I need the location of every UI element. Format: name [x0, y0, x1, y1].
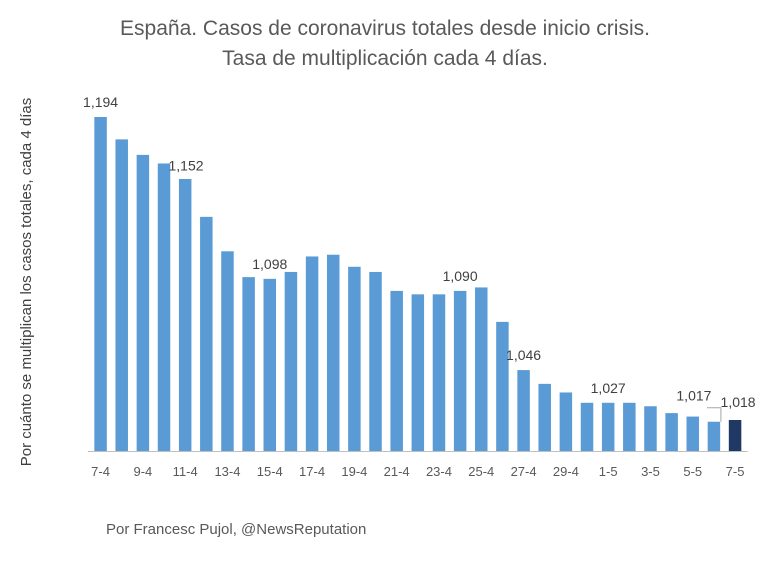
bar-26-4	[496, 321, 509, 451]
x-tick-label: 13-4	[214, 464, 240, 479]
x-tick-label: 17-4	[299, 464, 325, 479]
leader-line	[706, 407, 722, 422]
data-label-10-4: 1,152	[168, 157, 203, 173]
bar-8-4	[115, 139, 128, 451]
x-tick-label: 3-5	[641, 464, 660, 479]
bar-10-4	[157, 163, 171, 452]
bar-2-5	[623, 402, 636, 451]
bar-29-4	[559, 392, 573, 451]
chart-title-line-1: España. Casos de coronavirus totales des…	[120, 17, 650, 40]
data-label-6-5: 1,017	[676, 388, 711, 404]
bar-14-4	[242, 277, 255, 451]
bar-11-4	[178, 178, 192, 452]
data-label-24-4: 1,090	[443, 268, 478, 284]
x-tick-label: 1-5	[599, 464, 618, 479]
x-tick-label: 7-4	[91, 464, 110, 479]
bar-4-5	[665, 413, 678, 451]
bar-5-5	[686, 416, 700, 451]
bar-21-4	[390, 290, 403, 451]
bar-20-4	[369, 271, 382, 451]
bar-25-4	[475, 287, 488, 451]
bar-22-4	[411, 294, 425, 451]
x-tick-label: 29-4	[553, 464, 579, 479]
bar-19-4	[348, 266, 361, 451]
bar-15-4	[263, 278, 277, 451]
bar-3-5	[644, 406, 657, 451]
x-tick-label: 27-4	[511, 464, 537, 479]
bar-17-4	[305, 256, 319, 451]
bar-7-5	[728, 420, 742, 451]
x-tick-label: 15-4	[257, 464, 283, 479]
x-tick-label: 25-4	[468, 464, 494, 479]
bar-30-4	[580, 402, 594, 451]
chart-title: España. Casos de coronavirus totales des…	[0, 14, 770, 74]
data-label-1-5: 1,027	[591, 380, 626, 396]
x-tick-label: 9-4	[133, 464, 152, 479]
bar-13-4	[221, 251, 234, 451]
x-tick-label: 11-4	[173, 464, 198, 479]
x-tick-label: 21-4	[384, 464, 410, 479]
bar-6-5	[707, 421, 721, 451]
bars-group	[94, 117, 742, 452]
bar-9-4	[136, 154, 150, 451]
bar-1-5	[601, 402, 615, 451]
bar-16-4	[284, 271, 298, 451]
x-tick-label: 5-5	[683, 464, 702, 479]
x-axis-tick-labels: 7-4 9-4 11-4 13-4 15-4 17-4 19-4 21-4 23-4 25-4 27…	[91, 464, 744, 479]
data-label-27-4: 1,046	[506, 347, 541, 363]
bar-27-4	[517, 370, 530, 451]
x-tick-label: 7-5	[726, 464, 745, 479]
bar-12-4	[200, 216, 213, 451]
bar-7-4	[94, 117, 107, 451]
bar-18-4	[326, 254, 340, 451]
data-label-7-5: 1,018	[721, 394, 756, 410]
data-labels: 1,194 1,152 1,098 1,090 1,046 1,027 1,017 1,018	[83, 94, 756, 422]
x-tick-label: 23-4	[426, 464, 452, 479]
bar-23-4	[432, 294, 446, 451]
x-tick-label: 19-4	[341, 464, 367, 479]
credit-text: Por Francesc Pujol, @NewsReputation	[106, 521, 367, 538]
bar-28-4	[538, 383, 551, 451]
data-label-15-4: 1,098	[252, 256, 287, 272]
chart-title-line-2: Tasa de multiplicación cada 4 días.	[222, 47, 548, 70]
bar-24-4	[453, 290, 467, 451]
data-label-7-4: 1,194	[83, 94, 118, 110]
